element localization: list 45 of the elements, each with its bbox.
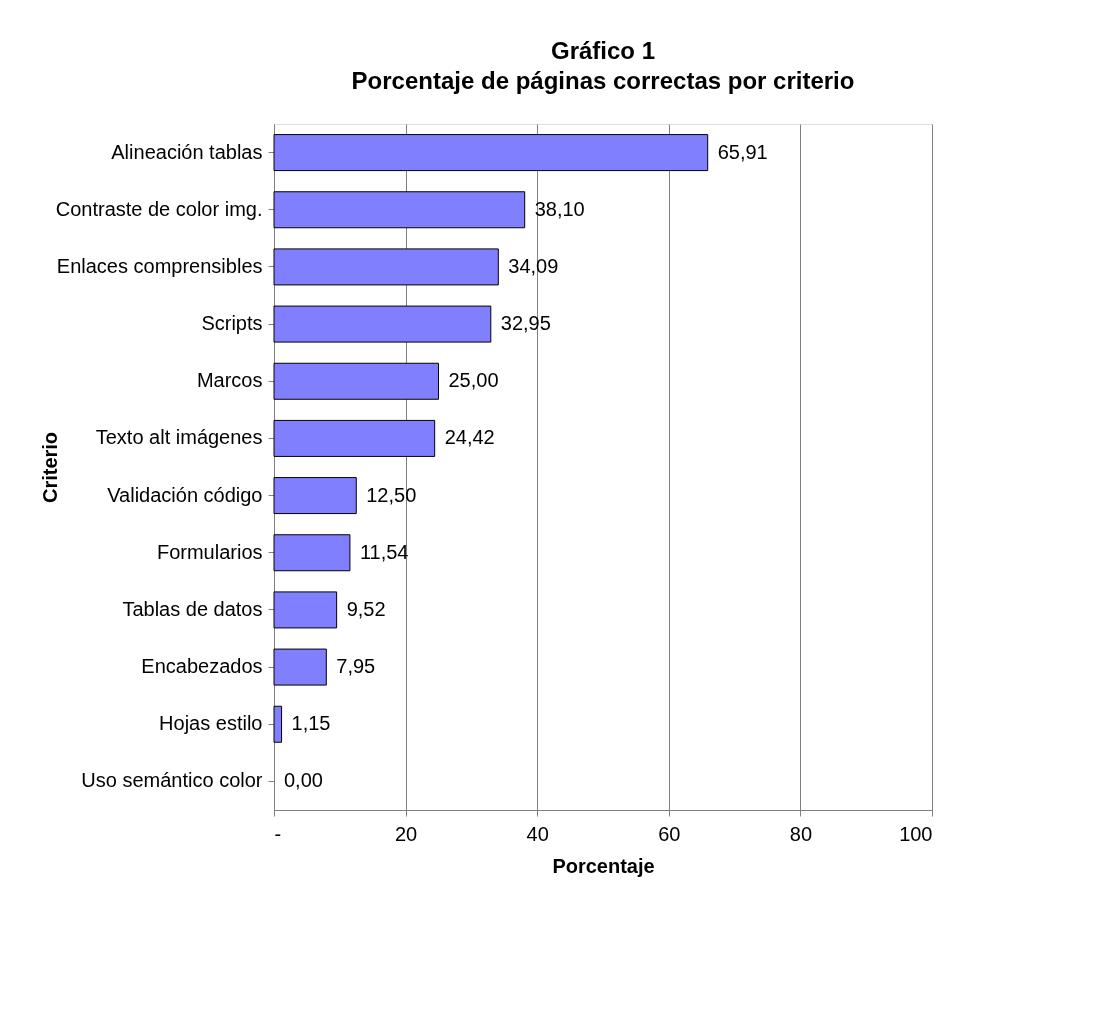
bar [273, 591, 338, 629]
data-label: 11,54 [359, 540, 409, 563]
data-label: 12,50 [366, 483, 417, 506]
bar [273, 134, 709, 172]
y-tick-label: Marcos [196, 369, 263, 392]
chart-subtitle: Porcentaje de páginas correctas por criterio [351, 67, 855, 94]
bar [273, 705, 283, 743]
data-label: 65,91 [717, 140, 768, 163]
bar [273, 191, 526, 229]
x-tick-label: - [274, 822, 282, 845]
y-tick-label: Encabezados [141, 655, 263, 678]
data-label: 24,42 [444, 426, 495, 449]
x-axis-title: Porcentaje [552, 854, 655, 877]
data-label: 9,52 [346, 597, 386, 620]
x-tick-label: 60 [658, 822, 681, 845]
data-label: 25,00 [448, 369, 499, 392]
y-tick-label: Formularios [156, 540, 263, 563]
x-tick-label: 20 [394, 822, 418, 845]
y-tick-label: Hojas estilo [159, 712, 263, 735]
x-tick-label: 80 [789, 822, 813, 845]
x-tick-label: 100 [899, 822, 933, 845]
data-label: 32,95 [500, 312, 551, 335]
y-tick-label: Scripts [201, 312, 263, 335]
chart-title: Gráfico 1 [550, 37, 656, 64]
bar [273, 419, 436, 457]
y-tick-label: Alineación tablas [111, 140, 263, 163]
bar [273, 305, 492, 343]
y-tick-label: Tablas de datos [122, 597, 263, 620]
y-tick-label: Uso semántico color [81, 769, 263, 792]
bar [273, 534, 351, 572]
y-tick-label: Enlaces comprensibles [56, 254, 263, 277]
x-tick-label: 40 [526, 822, 549, 845]
y-tick-label: Contraste de color img. [55, 197, 263, 220]
y-tick-label: Validación código [107, 483, 263, 506]
data-label: 7,95 [336, 655, 376, 678]
bar [273, 648, 327, 686]
bar [273, 362, 439, 400]
bar [273, 477, 357, 515]
bar [273, 248, 499, 286]
data-label: 34,09 [508, 254, 559, 277]
data-label: 1,15 [291, 712, 331, 735]
y-tick-label: Texto alt imágenes [95, 426, 263, 449]
y-axis-title: Criterio [38, 431, 61, 504]
data-label: 38,10 [534, 197, 585, 220]
data-label: 0,00 [284, 769, 323, 792]
